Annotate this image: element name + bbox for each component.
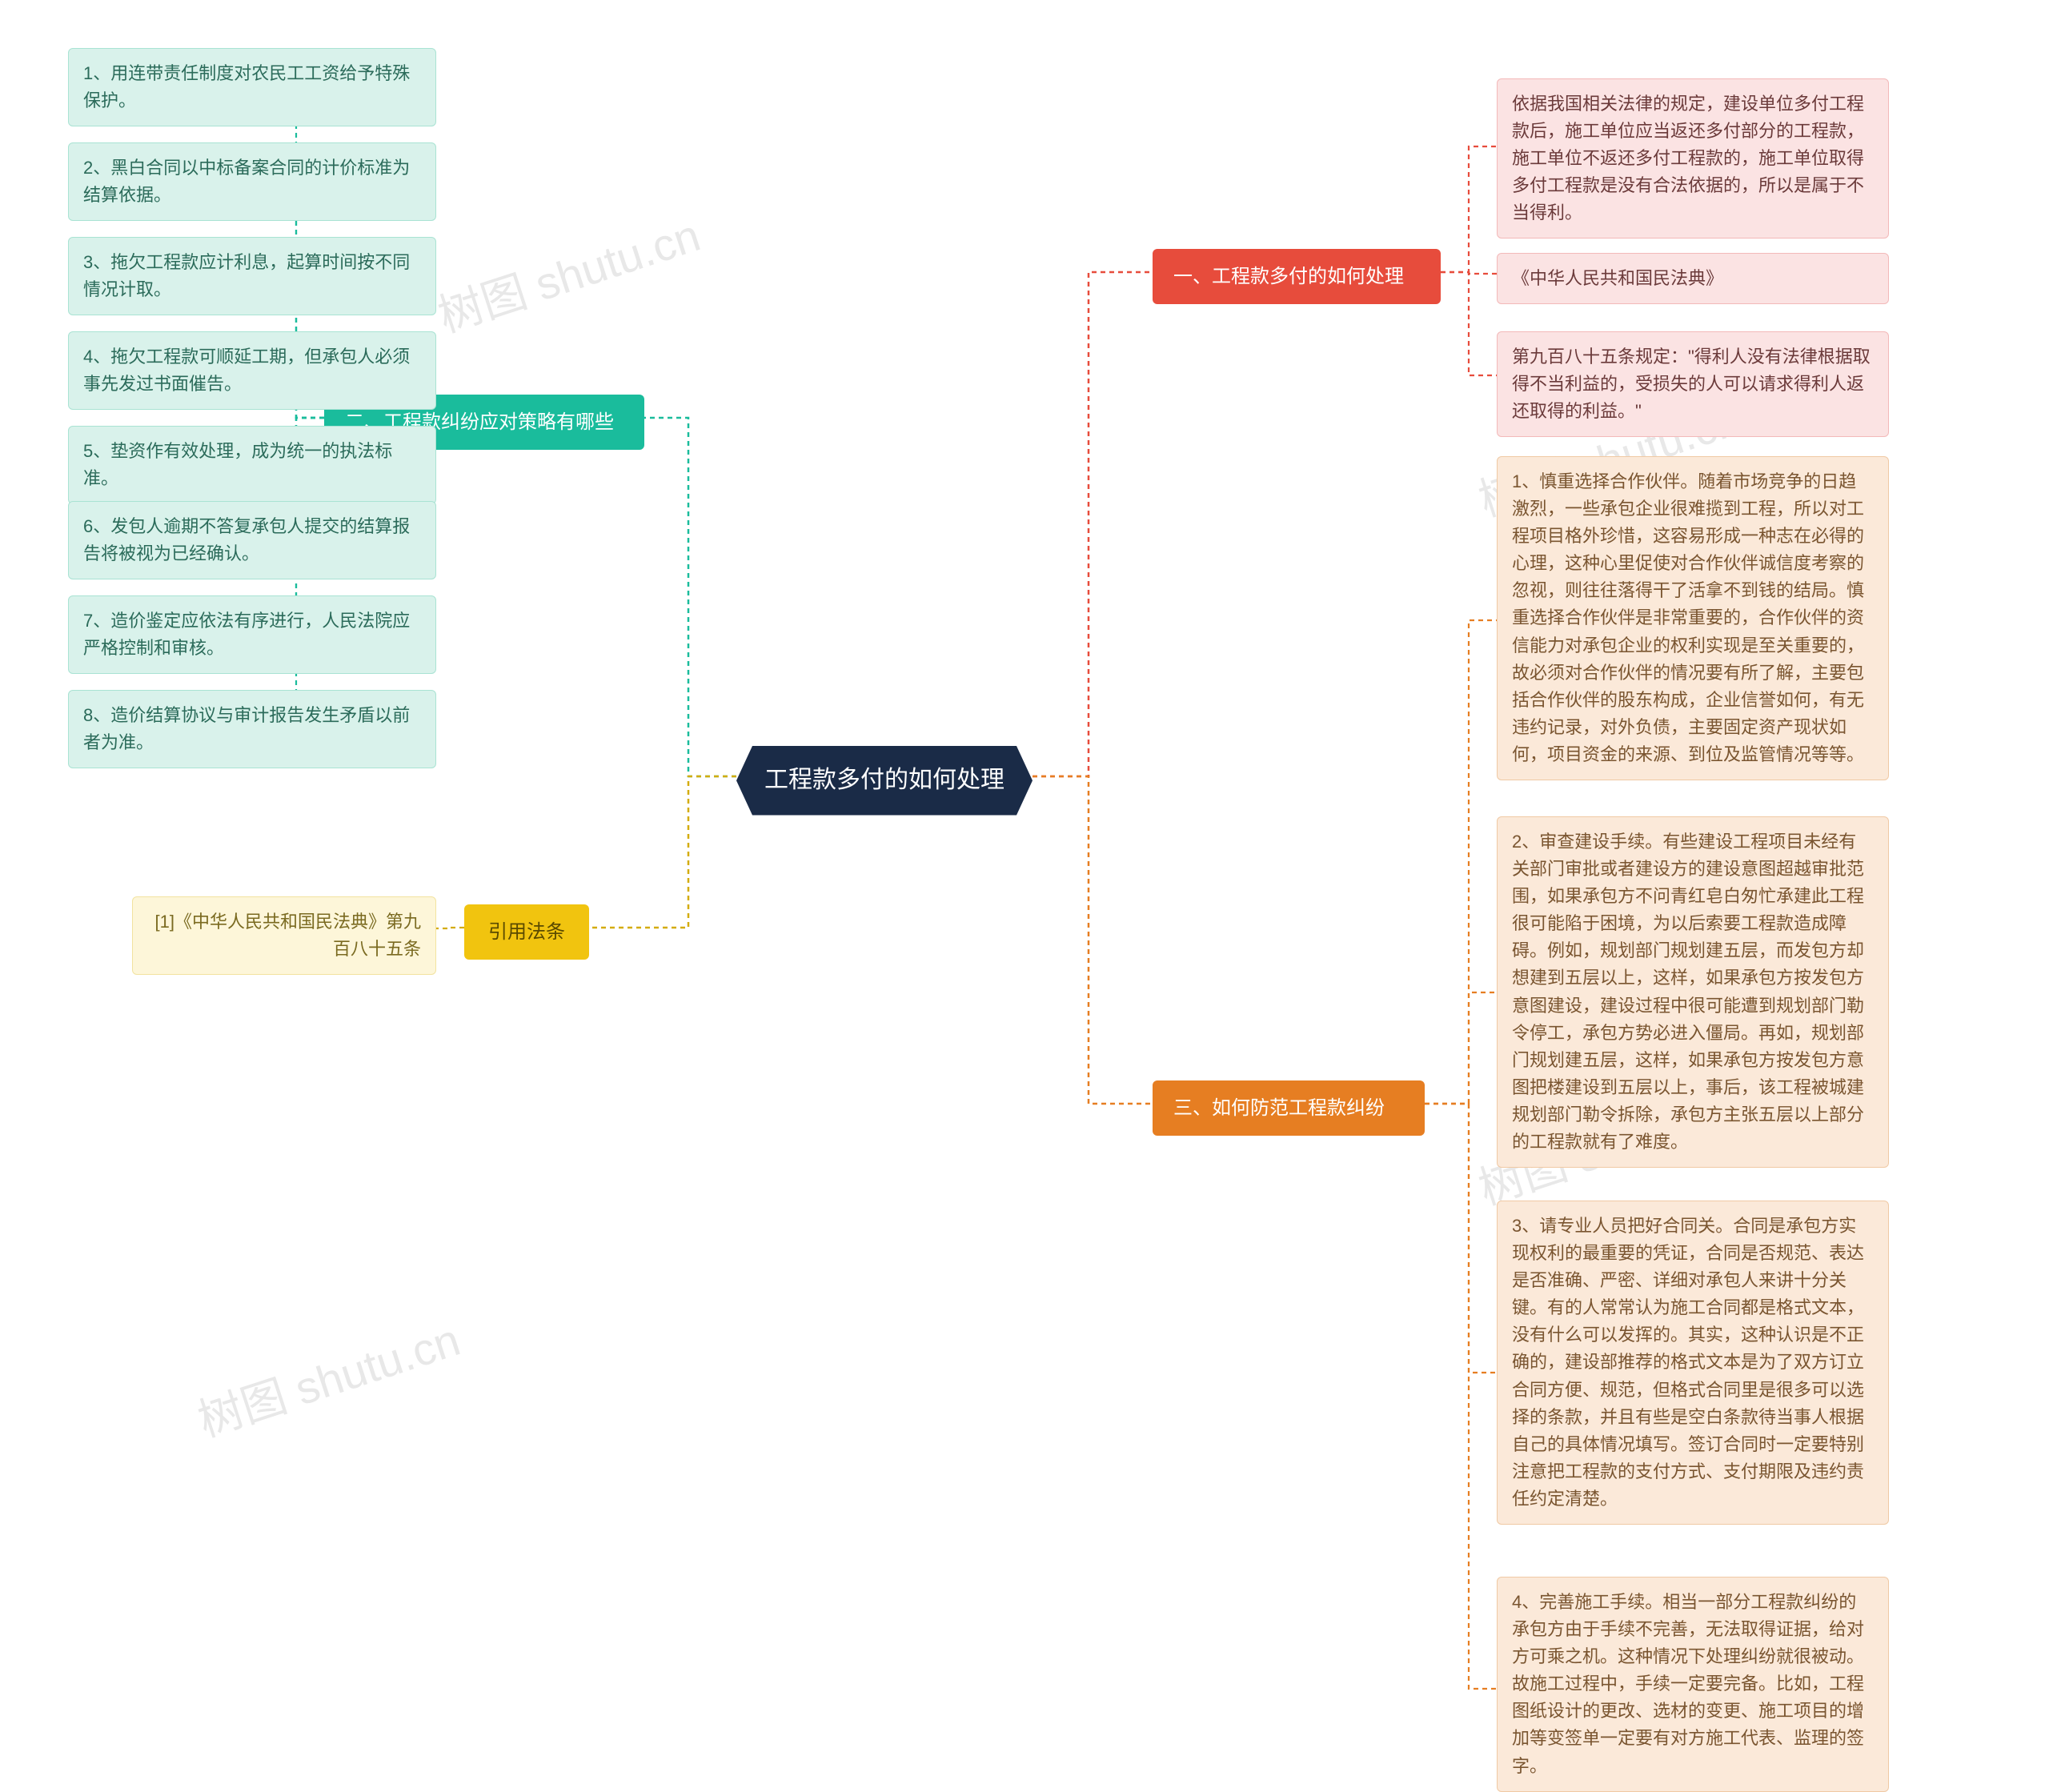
branch-1: 一、工程款多付的如何处理 — [1153, 249, 1441, 304]
leaf-b2-3: 3、拖欠工程款应计利息，起算时间按不同情况计取。 — [68, 237, 436, 315]
leaf-b2-7: 7、造价鉴定应依法有序进行，人民法院应严格控制和审核。 — [68, 595, 436, 674]
leaf-b1-2: 《中华人民共和国民法典》 — [1497, 253, 1889, 304]
leaf-b3-4: 4、完善施工手续。相当一部分工程款纠纷的承包方由于手续不完善，无法取得证据，给对… — [1497, 1577, 1889, 1792]
leaf-b3-1: 1、慎重选择合作伙伴。随着市场竞争的日趋激烈，一些承包企业很难揽到工程，所以对工… — [1497, 456, 1889, 780]
leaf-b3-3: 3、请专业人员把好合同关。合同是承包方实现权利的最重要的凭证，合同是否规范、表达… — [1497, 1201, 1889, 1525]
watermark: 树图 shutu.cn — [429, 200, 708, 346]
leaf-b2-8: 8、造价结算协议与审计报告发生矛盾以前者为准。 — [68, 690, 436, 768]
leaf-b2-4: 4、拖欠工程款可顺延工期，但承包人必须事先发过书面催告。 — [68, 331, 436, 410]
branch-3: 三、如何防范工程款纠纷 — [1153, 1080, 1425, 1136]
leaf-b2-6: 6、发包人逾期不答复承包人提交的结算报告将被视为已经确认。 — [68, 501, 436, 579]
root-node: 工程款多付的如何处理 — [736, 746, 1033, 816]
branch-4: 引用法条 — [464, 904, 589, 960]
leaf-b2-1: 1、用连带责任制度对农民工工资给予特殊保护。 — [68, 48, 436, 126]
watermark: 树图 shutu.cn — [189, 1305, 467, 1450]
leaf-b1-1: 依据我国相关法律的规定，建设单位多付工程款后，施工单位应当返还多付部分的工程款，… — [1497, 78, 1889, 239]
leaf-b1-3: 第九百八十五条规定："得利人没有法律根据取得不当利益的，受损失的人可以请求得利人… — [1497, 331, 1889, 437]
leaf-b2-5: 5、垫资作有效处理，成为统一的执法标准。 — [68, 426, 436, 504]
leaf-b4-1: [1]《中华人民共和国民法典》第九百八十五条 — [132, 896, 436, 975]
leaf-b3-2: 2、审查建设手续。有些建设工程项目未经有关部门审批或者建设方的建设意图超越审批范… — [1497, 816, 1889, 1168]
leaf-b2-2: 2、黑白合同以中标备案合同的计价标准为结算依据。 — [68, 142, 436, 221]
